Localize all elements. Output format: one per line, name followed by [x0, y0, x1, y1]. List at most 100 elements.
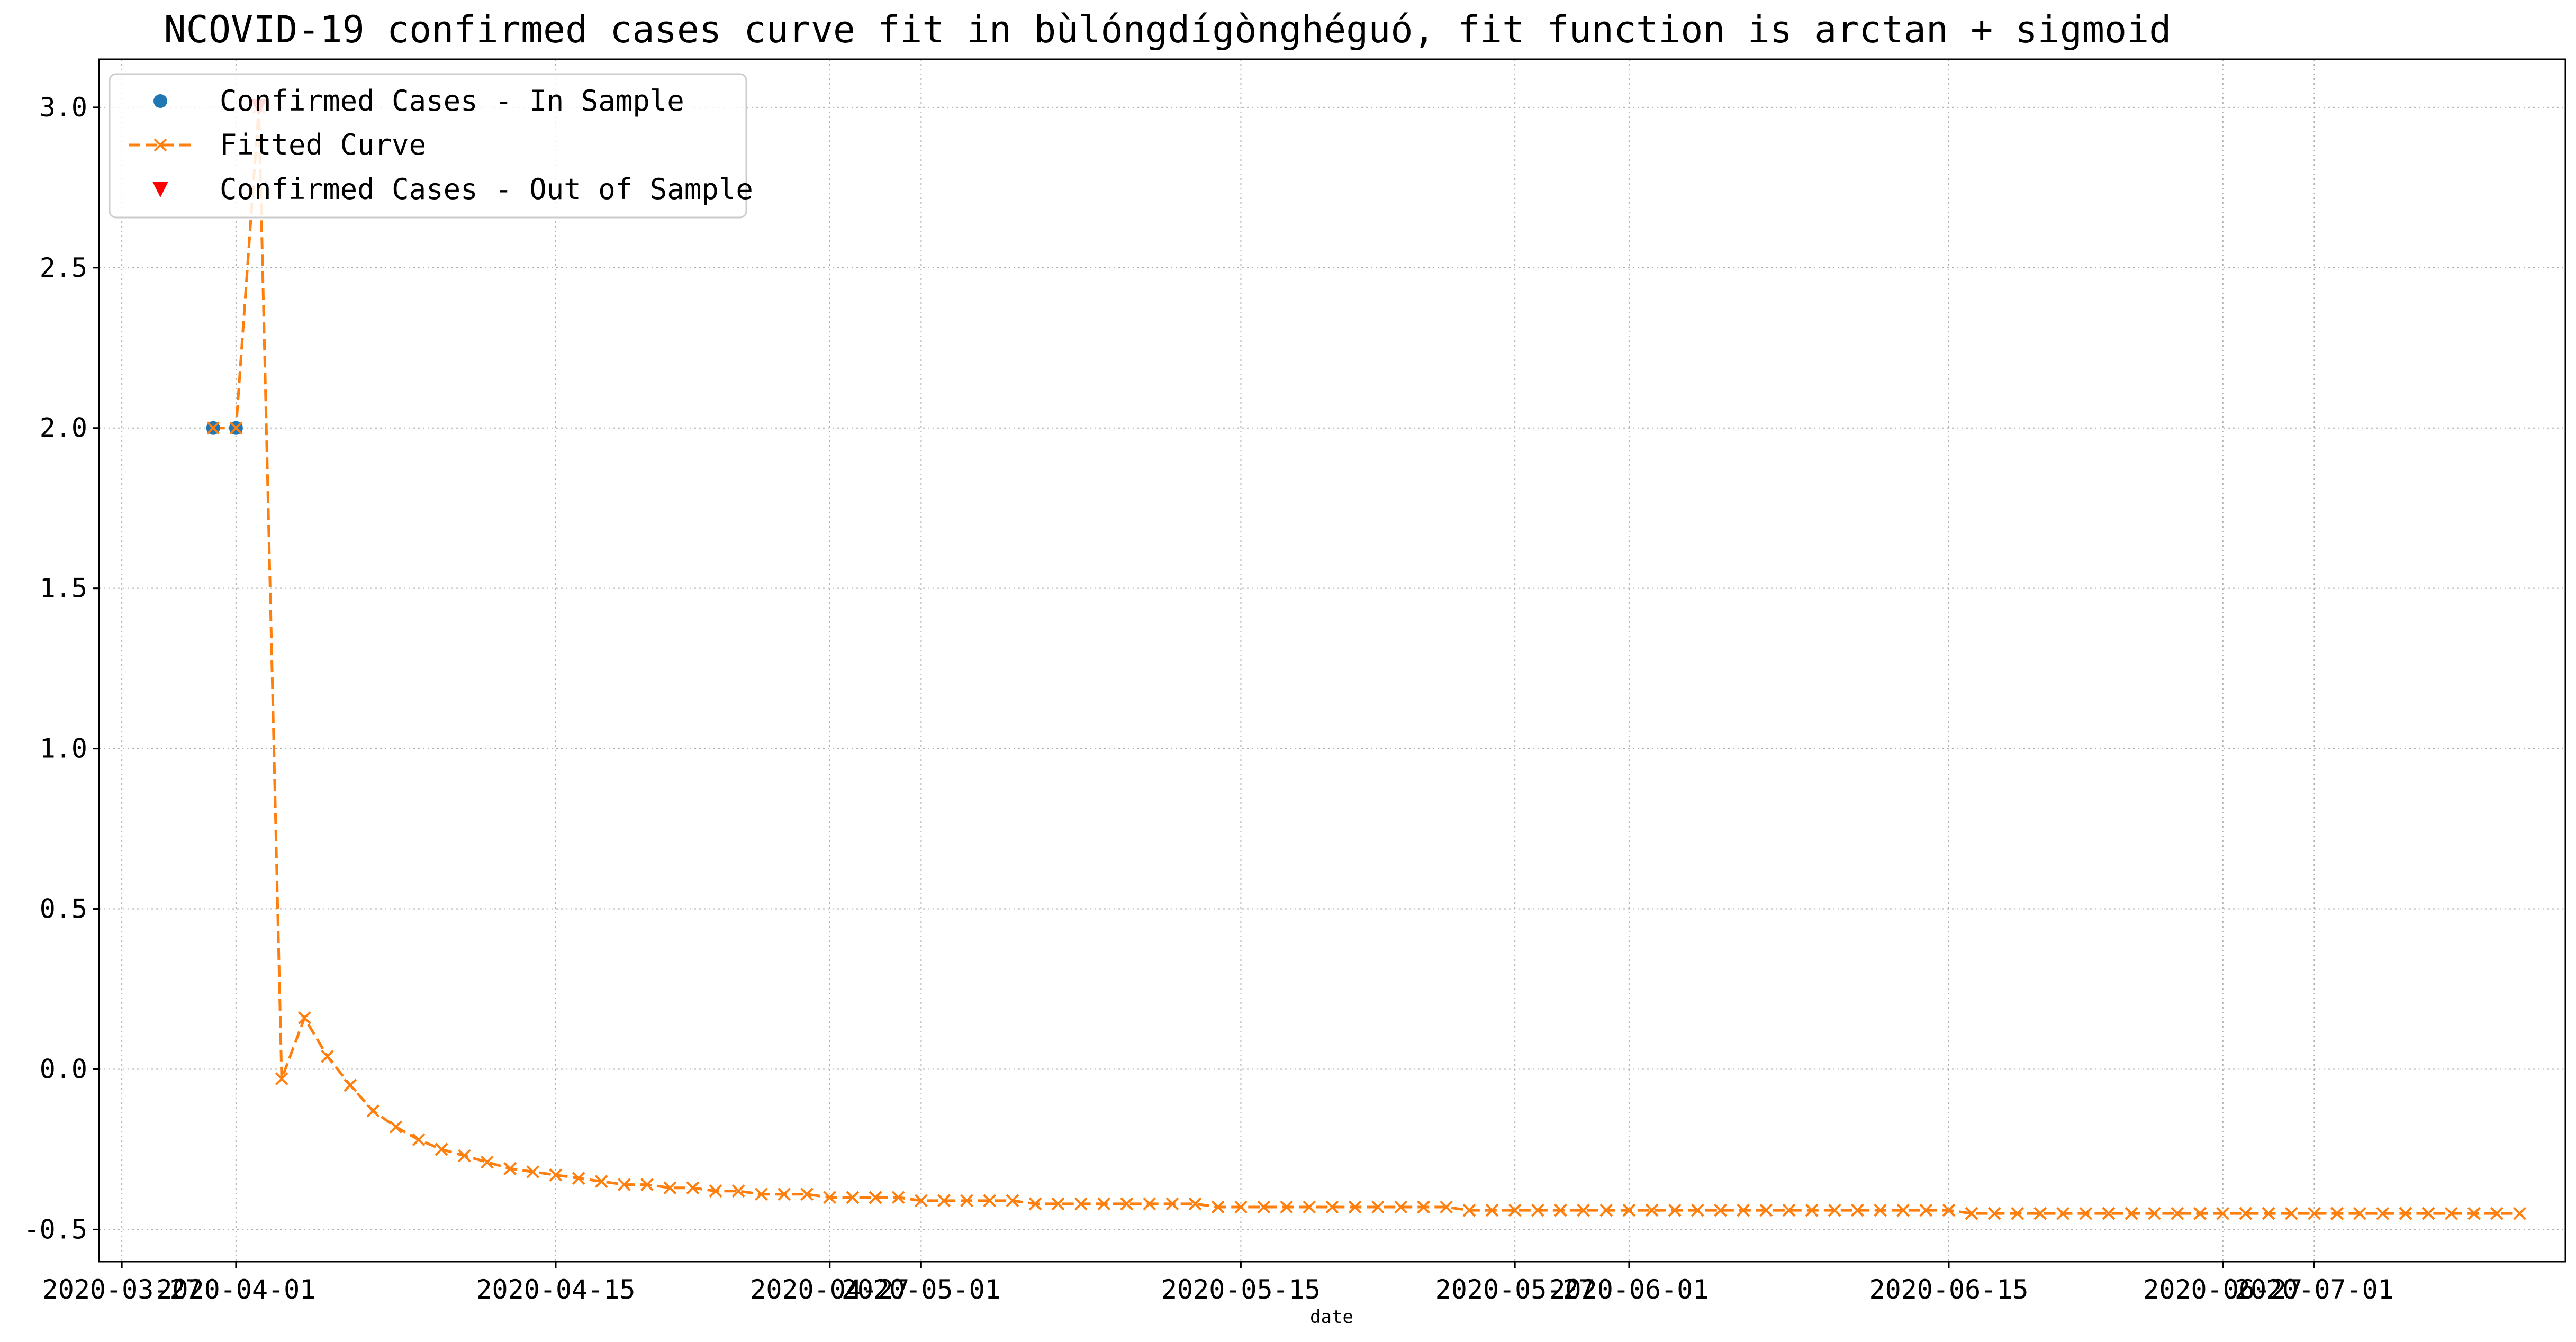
fitted-curve-point [1554, 1203, 1567, 1217]
fitted-curve-point [778, 1187, 791, 1201]
fitted-curve-point [1987, 1207, 2001, 1220]
fitted-curve-point [640, 1178, 654, 1192]
legend-label: Fitted Curve [220, 128, 426, 161]
y-tick-label: 0.0 [40, 1054, 87, 1084]
fitted-curve-point [2102, 1207, 2116, 1220]
legend-label: Confirmed Cases - In Sample [220, 84, 684, 117]
fitted-curve-point [2307, 1207, 2321, 1220]
fitted-curve-point [1645, 1203, 1659, 1217]
y-tick-label: 1.0 [40, 733, 87, 764]
fitted-curve-point [366, 1104, 380, 1118]
fitted-curve-point [503, 1162, 517, 1175]
fitted-curve-point [1874, 1203, 1887, 1217]
fitted-curve-point [1485, 1203, 1499, 1217]
fitted-curve-point [1028, 1197, 1042, 1211]
fitted-curve-point [1577, 1203, 1590, 1217]
fitted-curve-point [1051, 1197, 1065, 1211]
fitted-curve-point [2376, 1207, 2390, 1220]
fitted-curve-point [344, 1078, 357, 1092]
fitted-curve-point [2444, 1207, 2458, 1220]
fitted-curve-point [754, 1187, 768, 1201]
fitted-curve-point [1599, 1203, 1613, 1217]
fitted-curve-point [1325, 1200, 1339, 1214]
fitted-curve-point [1303, 1200, 1316, 1214]
legend-label: Confirmed Cases - Out of Sample [220, 173, 753, 206]
fitted-curve-point [457, 1149, 471, 1163]
x-axis-label: date [1310, 1307, 1353, 1328]
fitted-curve-point [2490, 1207, 2503, 1220]
fitted-curve-point [2033, 1207, 2047, 1220]
fitted-curve-point [206, 421, 220, 435]
fitted-curve-point [549, 1168, 563, 1182]
fitted-curve-point [1896, 1203, 1910, 1217]
fitted-curve-point [1257, 1200, 1270, 1214]
legend-box [109, 73, 747, 219]
fitted-curve-point [2171, 1207, 2184, 1220]
chart-title: NCOVID-19 confirmed cases curve fit in b… [164, 8, 2172, 51]
fitted-curve-point [1782, 1203, 1796, 1217]
fitted-curve-point [1074, 1197, 1088, 1211]
plot-frame [98, 58, 2566, 1263]
fitted-curve-point [1508, 1203, 1522, 1217]
fitted-curve-point [2216, 1207, 2230, 1220]
fitted-curve-point [389, 1120, 403, 1134]
fitted-curve-point [663, 1181, 677, 1195]
fitted-curve-point [412, 1133, 426, 1147]
y-tick-label: 1.5 [40, 573, 87, 604]
legend: Confirmed Cases - In Sample Fitted Curve C… [109, 73, 753, 219]
fitted-curve-point [1462, 1203, 1476, 1217]
fitted-curve-point [2079, 1207, 2093, 1220]
fitted-curve-point [2513, 1207, 2527, 1220]
y-tick-label: 2.5 [40, 252, 87, 283]
x-tick-label: 2020-03-27 [42, 1274, 202, 1305]
fitted-curve-point [686, 1181, 700, 1195]
fitted-curve-point [2353, 1207, 2367, 1220]
legend-marker-in-sample [153, 94, 167, 108]
fitted-curve-point [1805, 1203, 1819, 1217]
fitted-curve-point [1440, 1200, 1453, 1214]
fitted-curve-point [2056, 1207, 2070, 1220]
y-tick-label: 2.0 [40, 413, 87, 443]
fitted-curve-point [1417, 1200, 1431, 1214]
fitted-curve-point [321, 1049, 334, 1063]
fitted-curve-point [1234, 1200, 1248, 1214]
fitted-curve-point [1211, 1200, 1225, 1214]
x-tick-label: 2020-06-27 [2143, 1274, 2302, 1305]
fitted-curve-point [937, 1194, 951, 1208]
fitted-curve-point [1965, 1207, 1978, 1220]
fitted-curve-point [229, 421, 243, 435]
fitted-curve-point [1622, 1203, 1636, 1217]
fitted-curve-point [983, 1194, 997, 1208]
fitted-curve-point [1120, 1197, 1134, 1211]
fitted-curve-point [2147, 1207, 2161, 1220]
legend-marker-fitted-curve [153, 138, 167, 152]
fitted-curve-point [914, 1194, 928, 1208]
fitted-curve-point [435, 1142, 448, 1156]
fitted-curve-point [1188, 1197, 1202, 1211]
fitted-curve-point [1737, 1203, 1750, 1217]
fitted-curve-point [891, 1191, 905, 1204]
x-tick-label: 2020-04-15 [476, 1274, 635, 1305]
fitted-curve-point [960, 1194, 974, 1208]
fitted-curve-point [1828, 1203, 1841, 1217]
fitted-curve-point [617, 1178, 631, 1192]
fitted-curve-point [1394, 1200, 1407, 1214]
fitted-curve-point [2284, 1207, 2298, 1220]
y-tick-label: -0.5 [24, 1214, 87, 1245]
fitted-curve-point [800, 1187, 814, 1201]
fitted-curve-point [2330, 1207, 2344, 1220]
fitted-curve-point [572, 1172, 585, 1185]
fitted-curve-point [1691, 1203, 1704, 1217]
fitted-curve-point [1668, 1203, 1682, 1217]
x-tick-label: 2020-04-01 [156, 1274, 315, 1305]
fitted-curve-point [594, 1175, 608, 1188]
fitted-curve-point [2125, 1207, 2138, 1220]
x-tick-label: 2020-05-27 [1435, 1274, 1595, 1305]
fitted-curve-point [2239, 1207, 2253, 1220]
fitted-curve-point [823, 1191, 837, 1204]
fitted-curve-point [275, 1072, 288, 1086]
fitted-curve-point [2262, 1207, 2275, 1220]
fitted-curve-point [709, 1184, 722, 1198]
